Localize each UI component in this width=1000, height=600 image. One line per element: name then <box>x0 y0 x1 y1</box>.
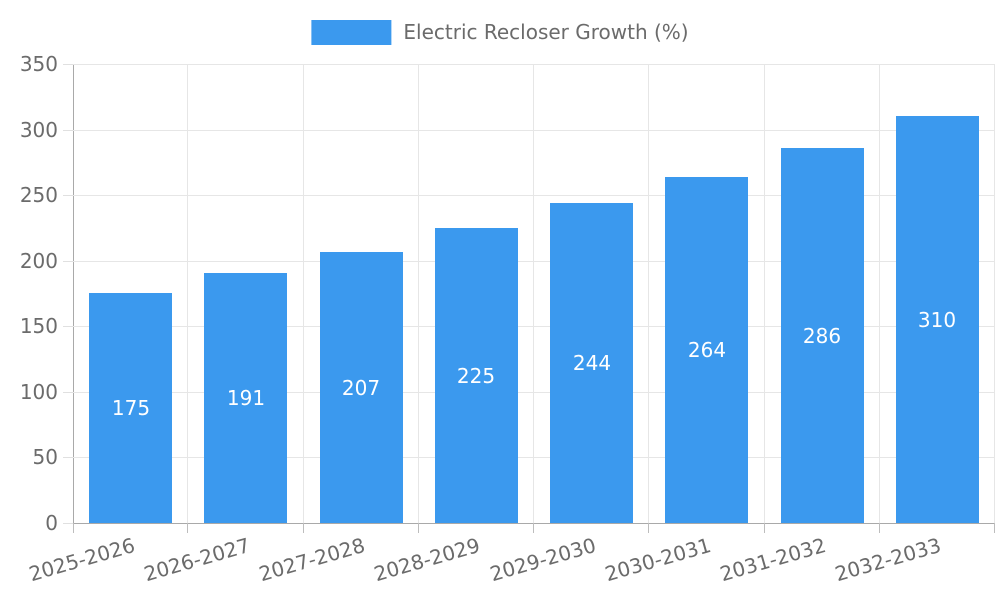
bar-value-label: 207 <box>341 376 381 400</box>
x-tick <box>73 523 74 533</box>
y-tick-label: 50 <box>32 445 58 469</box>
y-gridline <box>73 261 995 262</box>
x-tick <box>533 523 534 533</box>
y-tick-label: 200 <box>19 249 58 273</box>
y-axis-line <box>73 64 74 523</box>
legend-item[interactable]: Electric Recloser Growth (%) <box>311 19 689 45</box>
x-tick <box>187 523 188 533</box>
x-tick-label: 2030-2031 <box>602 533 714 587</box>
y-tick <box>63 130 73 131</box>
y-tick-label: 100 <box>19 380 58 404</box>
x-gridline <box>764 64 765 523</box>
y-tick-label: 150 <box>19 314 58 338</box>
x-tick-label: 2025-2026 <box>26 533 138 587</box>
x-gridline <box>303 64 304 523</box>
bar-value-label: 286 <box>802 324 842 348</box>
bar-value-label: 225 <box>456 364 496 388</box>
y-tick-label: 0 <box>45 511 58 535</box>
y-tick <box>63 523 73 524</box>
y-gridline <box>73 195 995 196</box>
bar-2028-2029 <box>435 228 518 523</box>
x-gridline <box>648 64 649 523</box>
legend-label: Electric Recloser Growth (%) <box>403 20 689 44</box>
x-tick <box>303 523 304 533</box>
x-gridline <box>533 64 534 523</box>
bar-2025-2026 <box>89 293 172 523</box>
x-tick <box>418 523 419 533</box>
bar-value-label: 191 <box>226 386 266 410</box>
x-tick-label: 2026-2027 <box>141 533 253 587</box>
x-tick <box>764 523 765 533</box>
y-gridline <box>73 130 995 131</box>
y-tick-label: 250 <box>19 183 58 207</box>
x-tick-label: 2028-2029 <box>371 533 483 587</box>
y-gridline <box>73 457 995 458</box>
x-gridline <box>418 64 419 523</box>
y-tick <box>63 64 73 65</box>
y-gridline <box>73 392 995 393</box>
x-gridline <box>187 64 188 523</box>
x-axis-line <box>73 523 995 524</box>
bar-2030-2031 <box>665 177 748 523</box>
x-tick <box>648 523 649 533</box>
y-tick-label: 300 <box>19 118 58 142</box>
y-tick <box>63 261 73 262</box>
bar-2031-2032 <box>781 148 864 523</box>
x-gridline <box>994 64 995 523</box>
x-gridline <box>879 64 880 523</box>
y-tick <box>63 457 73 458</box>
x-tick-label: 2032-2033 <box>832 533 944 587</box>
bar-2027-2028 <box>320 252 403 523</box>
legend-swatch <box>311 19 392 45</box>
x-tick-label: 2029-2030 <box>487 533 599 587</box>
y-tick-label: 350 <box>19 52 58 76</box>
bar-value-label: 244 <box>572 351 612 375</box>
bar-2026-2027 <box>204 273 287 523</box>
x-tick <box>994 523 995 533</box>
x-tick <box>879 523 880 533</box>
y-tick <box>63 195 73 196</box>
y-gridline <box>73 64 995 65</box>
bar-value-label: 310 <box>917 308 957 332</box>
bar-value-label: 175 <box>111 396 151 420</box>
y-gridline <box>73 326 995 327</box>
plot-area: 175 191 207 225 244 264 286 310 <box>73 64 995 523</box>
bar-2029-2030 <box>550 203 633 523</box>
y-tick <box>63 392 73 393</box>
bar-2032-2033 <box>896 116 979 523</box>
x-tick-label: 2027-2028 <box>256 533 368 587</box>
bar-value-label: 264 <box>687 338 727 362</box>
y-tick <box>63 326 73 327</box>
x-tick-label: 2031-2032 <box>717 533 829 587</box>
